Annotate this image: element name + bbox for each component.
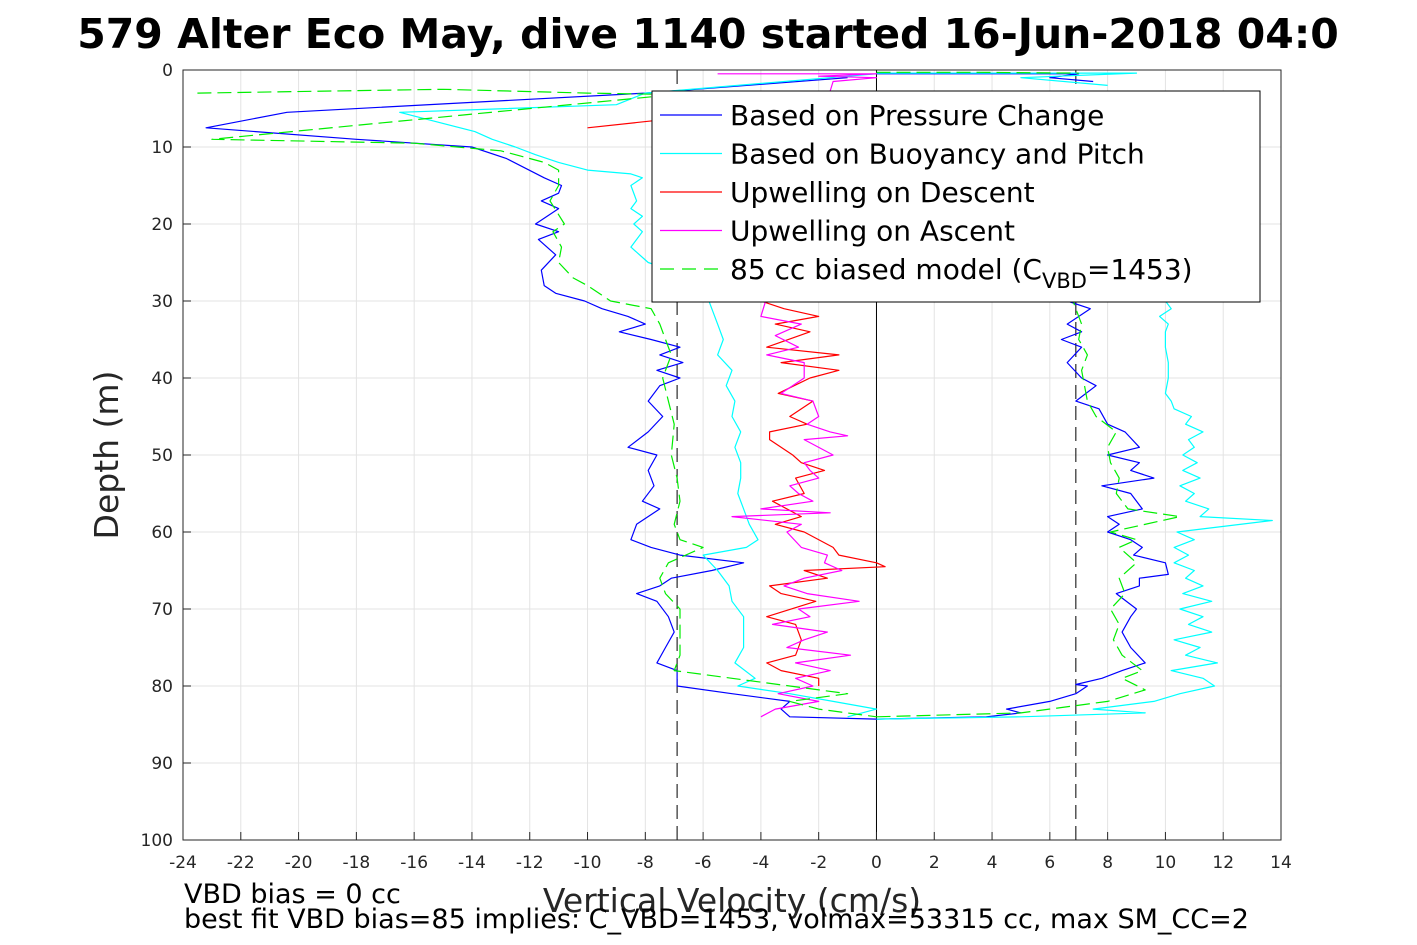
x-tick-label: -24 bbox=[169, 853, 197, 873]
y-tick-label: 50 bbox=[151, 446, 173, 466]
series-group bbox=[197, 71, 1273, 720]
x-axis-label: Vertical Velocity (cm/s) bbox=[543, 881, 921, 920]
series-line-upwelling_descent bbox=[587, 104, 886, 686]
series-line-model_ascent bbox=[876, 300, 1181, 718]
series-line-pressure_descent bbox=[205, 77, 877, 720]
x-tick-label: -18 bbox=[342, 853, 370, 873]
y-tick-label: 70 bbox=[151, 600, 173, 620]
y-tick-label: 90 bbox=[151, 754, 173, 774]
x-tick-label: 0 bbox=[871, 853, 882, 873]
legend-label: Upwelling on Descent bbox=[730, 176, 1035, 209]
x-tick-label: 8 bbox=[1102, 853, 1113, 873]
y-tick-label: 0 bbox=[162, 61, 173, 81]
y-axis-ticks: 0 10 20 30 40 50 60 70 80 90 100 bbox=[141, 61, 191, 851]
x-tick-label: -20 bbox=[285, 853, 313, 873]
legend: Based on Pressure Change Based on Buoyanc… bbox=[651, 90, 1261, 303]
x-tick-label: -22 bbox=[227, 853, 255, 873]
y-axis-label: Depth (m) bbox=[87, 371, 126, 540]
legend-label: 85 cc biased model (CVBD=1453) bbox=[730, 253, 1193, 293]
vbd-bias-note: VBD bias = 0 cc bbox=[184, 879, 401, 910]
legend-label: Based on Buoyancy and Pitch bbox=[730, 138, 1145, 171]
series-line-model_top bbox=[876, 71, 1079, 74]
x-tick-label: 2 bbox=[929, 853, 940, 873]
legend-label: Upwelling on Ascent bbox=[730, 215, 1015, 248]
series-line-buoyancy_ascent bbox=[876, 300, 1273, 720]
best-fit-note: best fit VBD bias=85 implies: C_VBD=1453… bbox=[184, 904, 1249, 935]
x-axis-ticks: -24 -22 -20 -18 -16 -14 -12 -10 -8 -6 -4 -2 0 2 4 6 8 10 1… bbox=[169, 832, 1292, 873]
y-tick-label: 60 bbox=[151, 523, 173, 543]
x-tick-label: 4 bbox=[987, 853, 998, 873]
legend-label: Based on Pressure Change bbox=[730, 99, 1104, 132]
x-tick-label: 14 bbox=[1270, 853, 1292, 873]
x-tick-label: -8 bbox=[637, 853, 654, 873]
y-tick-label: 20 bbox=[151, 215, 173, 235]
y-tick-label: 30 bbox=[151, 292, 173, 312]
x-tick-label: -4 bbox=[752, 853, 769, 873]
chart-title: 579 Alter Eco May, dive 1140 started 16-… bbox=[77, 10, 1339, 58]
y-tick-label: 10 bbox=[151, 138, 173, 158]
series-line-pressure_ascent bbox=[876, 300, 1169, 720]
legend-label-prefix: 85 cc biased model (C bbox=[730, 253, 1042, 286]
x-tick-label: -16 bbox=[400, 853, 428, 873]
series-line-buoyancy_descent bbox=[399, 73, 878, 718]
x-tick-label: 6 bbox=[1044, 853, 1055, 873]
x-tick-label: 10 bbox=[1155, 853, 1177, 873]
y-tick-label: 40 bbox=[151, 369, 173, 389]
legend-label-subscript: VBD bbox=[1042, 269, 1087, 293]
y-tick-label: 100 bbox=[141, 831, 173, 851]
legend-box bbox=[651, 90, 1261, 303]
legend-label-suffix: =1453) bbox=[1087, 253, 1193, 286]
y-tick-label: 80 bbox=[151, 677, 173, 697]
x-tick-label: -12 bbox=[516, 853, 544, 873]
x-tick-label: -10 bbox=[574, 853, 602, 873]
x-tick-label: -6 bbox=[695, 853, 712, 873]
x-tick-label: -2 bbox=[810, 853, 827, 873]
series-line-upwelling_ascent bbox=[717, 73, 878, 718]
series-line-model_descent bbox=[197, 88, 877, 718]
x-tick-label: 12 bbox=[1212, 853, 1234, 873]
x-tick-label: -14 bbox=[458, 853, 486, 873]
